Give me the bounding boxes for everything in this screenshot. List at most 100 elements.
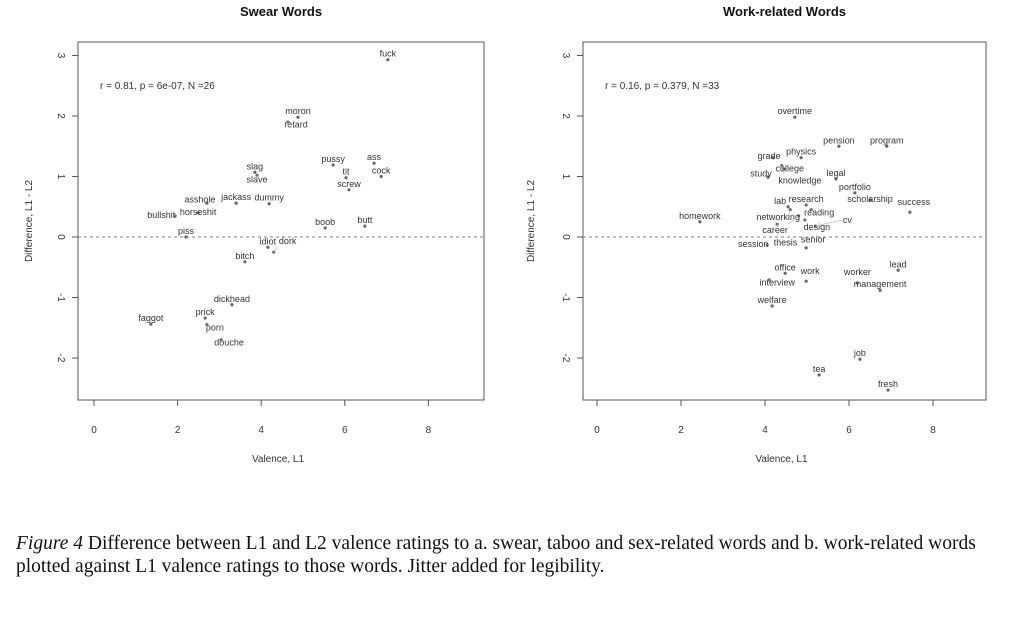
point-label: work bbox=[800, 266, 821, 276]
data-point bbox=[267, 202, 271, 206]
data-point bbox=[379, 174, 383, 179]
point-label: pension bbox=[823, 135, 855, 145]
point-label: bullshit bbox=[147, 210, 176, 220]
data-point bbox=[855, 281, 860, 285]
data-point bbox=[372, 161, 376, 165]
x-tick-label: 4 bbox=[762, 425, 768, 436]
point-label: faggot bbox=[138, 313, 164, 323]
point-label: cv bbox=[843, 215, 853, 225]
data-point bbox=[780, 164, 784, 168]
point-label: cock bbox=[372, 166, 391, 176]
y-tick-label: 3 bbox=[560, 53, 571, 59]
label-leader-line bbox=[815, 219, 842, 227]
y-tick-label: 1 bbox=[560, 174, 571, 180]
data-point bbox=[775, 222, 779, 226]
y-tick-label: -1 bbox=[55, 293, 66, 302]
data-point bbox=[363, 224, 367, 228]
point-label: ass bbox=[367, 152, 382, 162]
point-label: moron bbox=[285, 106, 311, 116]
point-label: dickhead bbox=[214, 294, 250, 304]
data-point bbox=[837, 144, 841, 148]
point-label: success bbox=[898, 197, 931, 207]
x-tick-label: 6 bbox=[846, 425, 852, 436]
stats-annotation: r = 0.16, p = 0.379, N =33 bbox=[605, 81, 720, 92]
data-point bbox=[196, 211, 200, 215]
data-point bbox=[886, 388, 890, 392]
data-point bbox=[783, 271, 787, 275]
point-label: portfolio bbox=[839, 182, 871, 192]
point-label: session bbox=[738, 239, 769, 249]
x-tick-label: 2 bbox=[678, 425, 684, 436]
figure: Swear Words 0 2 4 6 8 -2 -1 0 1 2 3 Valence, L1 Diffe… bbox=[24, 4, 987, 465]
x-axis-label: Valence, L1 bbox=[252, 454, 305, 465]
data-point bbox=[698, 220, 702, 224]
point-label: research bbox=[789, 194, 824, 204]
y-tick-label: 3 bbox=[55, 53, 66, 59]
stats-annotation: r = 0.81, p = 6e-07, N =26 bbox=[100, 81, 215, 92]
point-label: physics bbox=[786, 147, 817, 157]
y-tick-label: -1 bbox=[560, 293, 571, 302]
data-point bbox=[793, 115, 797, 119]
point-label: screw bbox=[337, 179, 361, 189]
point-label: legal bbox=[826, 168, 845, 178]
point-label: reading bbox=[804, 207, 834, 217]
data-point bbox=[804, 279, 808, 283]
x-tick-label: 2 bbox=[175, 425, 181, 436]
point-label: pussy bbox=[321, 154, 345, 164]
data-point bbox=[331, 163, 335, 167]
point-label: thesis bbox=[774, 238, 798, 248]
x-tick-label: 0 bbox=[91, 425, 97, 436]
y-tick-label: -2 bbox=[55, 354, 66, 363]
point-label: dork bbox=[279, 236, 297, 246]
point-label: prick bbox=[196, 307, 216, 317]
data-point bbox=[344, 176, 348, 180]
x-tick-label: 8 bbox=[930, 425, 936, 436]
data-point bbox=[205, 201, 209, 205]
data-point bbox=[149, 322, 153, 326]
figure-caption: Figure 4 Difference between L1 and L2 va… bbox=[16, 532, 976, 578]
data-point bbox=[908, 210, 912, 214]
point-label: job bbox=[853, 348, 866, 358]
point-label: study bbox=[750, 169, 772, 179]
x-tick-label: 0 bbox=[594, 425, 600, 436]
data-point bbox=[234, 201, 238, 205]
point-label: homework bbox=[679, 211, 721, 221]
point-label: douche bbox=[214, 338, 244, 348]
data-point bbox=[868, 198, 872, 202]
data-point bbox=[885, 144, 889, 148]
data-point bbox=[347, 188, 351, 192]
data-point bbox=[804, 246, 808, 250]
label-leader-line bbox=[788, 215, 799, 225]
data-point bbox=[858, 357, 862, 361]
y-tick-label: -2 bbox=[560, 354, 571, 363]
data-point bbox=[266, 245, 270, 249]
point-label: fresh bbox=[878, 379, 898, 389]
point-label: horseshit bbox=[180, 207, 217, 217]
data-point bbox=[766, 175, 770, 179]
data-point bbox=[896, 268, 900, 272]
point-label: networking bbox=[756, 212, 800, 222]
data-point bbox=[255, 173, 259, 177]
data-point bbox=[878, 288, 882, 292]
point-label: boob bbox=[315, 217, 335, 227]
point-label: jackass bbox=[220, 192, 252, 202]
point-label: butt bbox=[357, 215, 373, 225]
point-label: retard bbox=[284, 120, 308, 130]
data-point bbox=[184, 235, 188, 239]
point-label: college bbox=[776, 163, 805, 173]
point-label: career bbox=[762, 225, 788, 235]
y-tick-label: 2 bbox=[55, 113, 66, 119]
point-label: management bbox=[854, 279, 907, 289]
point-label: scholarship bbox=[847, 194, 893, 204]
data-point bbox=[296, 115, 300, 119]
point-label: piss bbox=[178, 226, 195, 236]
y-tick-label: 0 bbox=[55, 234, 66, 240]
data-point bbox=[817, 373, 821, 377]
x-axis-label: Valence, L1 bbox=[755, 454, 808, 465]
point-label: grade bbox=[757, 151, 780, 161]
chart-title: Work-related Words bbox=[723, 4, 846, 19]
point-label: slag bbox=[247, 161, 264, 171]
caption-label: Figure 4 bbox=[16, 533, 83, 554]
point-label: asshole bbox=[184, 195, 215, 205]
point-label: tit bbox=[343, 167, 351, 177]
